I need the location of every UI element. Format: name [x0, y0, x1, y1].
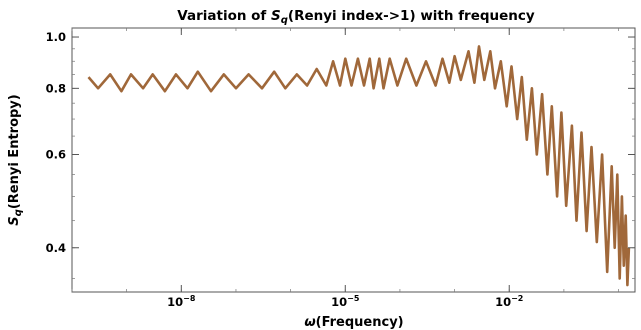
series-line: [87, 45, 631, 287]
x-tick-label: 10−2: [495, 294, 523, 309]
y-tick-label: 0.8: [46, 81, 66, 95]
chart-title: Variation of Sq(Renyi index->1) with fre…: [177, 8, 535, 26]
y-tick-label: 0.4: [46, 241, 66, 255]
x-tick-label: 10−8: [167, 294, 196, 309]
y-tick-label: 1.0: [46, 30, 66, 44]
x-axis: 10−8 10−5 10−2: [71, 28, 619, 309]
plot-frame: [71, 27, 636, 293]
x-tick-label: 10−5: [331, 294, 360, 309]
plot-area: [71, 27, 636, 293]
x-axis-label: ω(Frequency): [304, 315, 403, 330]
y-tick-label: 0.6: [46, 148, 66, 162]
y-axis: 0.4 0.6 0.8 1.0: [46, 30, 635, 279]
y-axis-label: Sq(Renyi Entropy): [7, 94, 24, 225]
